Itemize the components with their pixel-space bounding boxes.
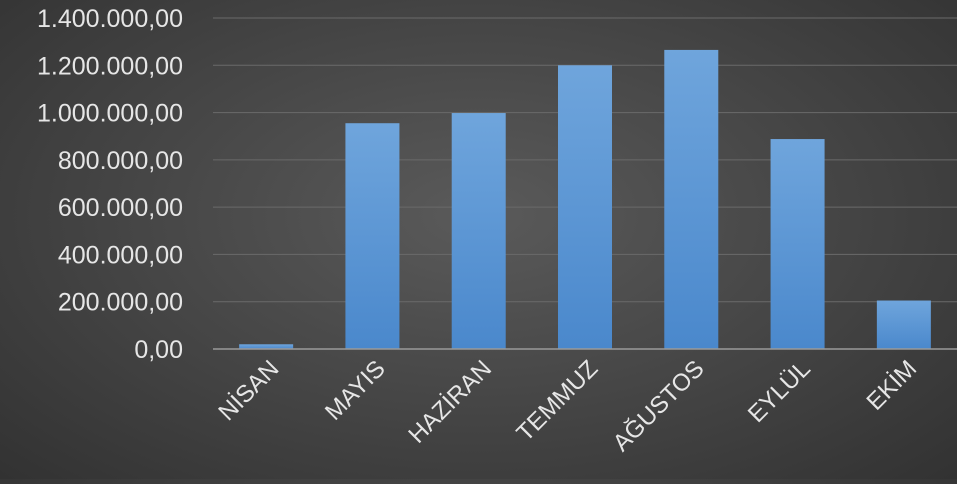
bar [876,300,931,349]
bars [239,49,931,350]
x-tick-label: EYLÜL [743,355,816,428]
y-tick-label: 400.000,00 [58,241,183,269]
y-tick-label: 1.400.000,00 [37,5,183,33]
x-tick-label: HAZİRAN [403,355,497,449]
y-tick-label: 0,00 [134,336,183,364]
bar [451,113,506,350]
bar [664,49,719,350]
y-tick-label: 800.000,00 [58,147,183,175]
x-tick-label: TEMMUZ [512,355,604,447]
bar [239,344,294,349]
y-tick-label: 200.000,00 [58,289,183,317]
y-tick-label: 600.000,00 [58,194,183,222]
bar [345,123,400,349]
y-tick-labels: 0,00 200.000,00 400.000,00 600.000,00 800.00… [37,5,183,364]
x-tick-label: MAYIS [320,355,391,426]
x-tick-label: NİSAN [213,355,284,426]
x-tick-labels: NİSAN MAYIS HAZİRAN TEMMUZ AĞUSTOS EYLÜL EKİM [213,355,922,457]
x-tick-label: EKİM [862,355,923,416]
bar [770,139,825,349]
x-tick-label: AĞUSTOS [608,355,710,457]
bar [558,65,612,350]
y-tick-label: 1.000.000,00 [37,100,183,128]
y-tick-label: 1.200.000,00 [37,52,183,80]
